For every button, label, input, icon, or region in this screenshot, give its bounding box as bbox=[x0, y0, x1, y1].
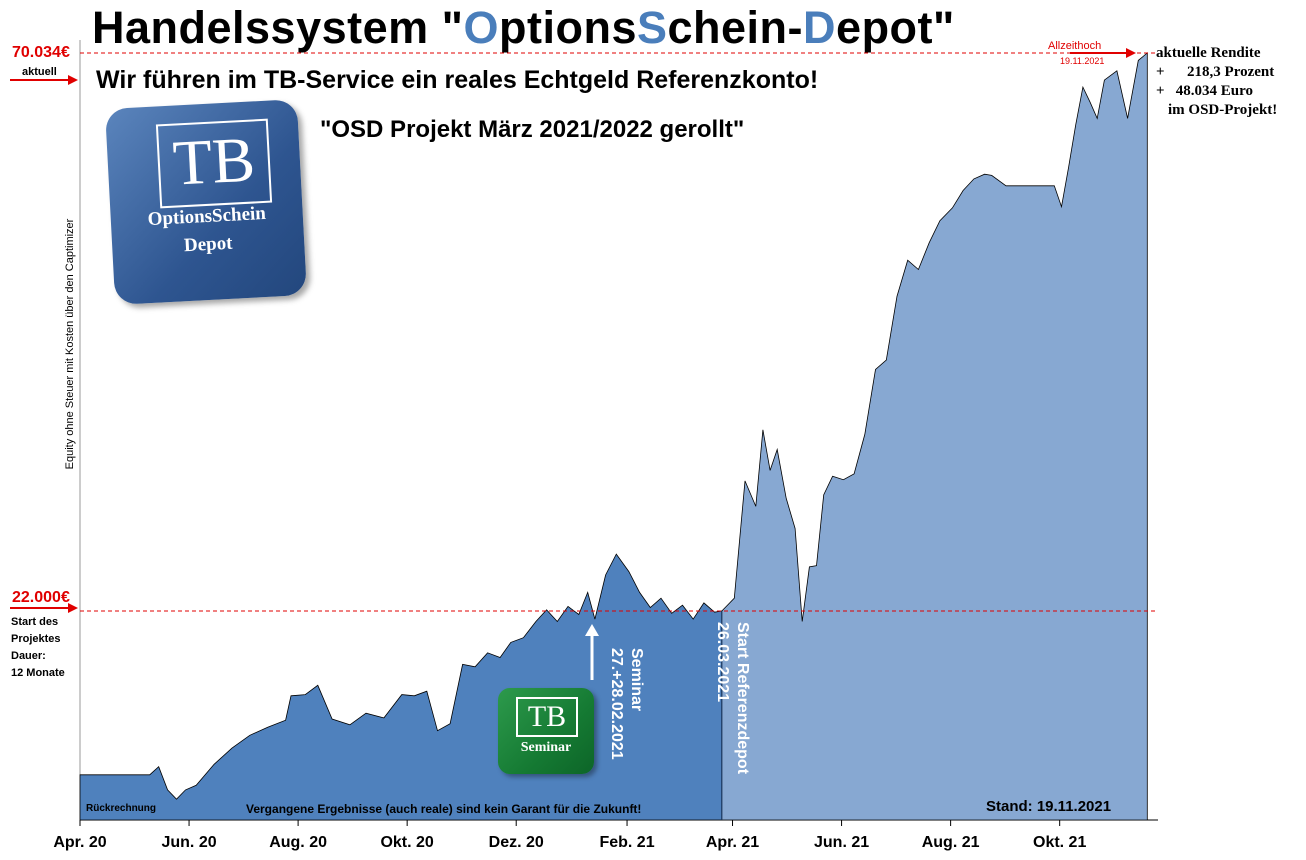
allzeithoch-label: Allzeithoch bbox=[1048, 40, 1102, 52]
referenzdepot-area bbox=[721, 52, 1148, 821]
allzeithoch-date: 19.11.2021 bbox=[1060, 56, 1105, 66]
current-arrow-icon bbox=[10, 75, 78, 85]
x-tick-label: Okt. 21 bbox=[1032, 834, 1087, 851]
y-axis-label: Equity ohne Steuer mit Kosten über den C… bbox=[64, 218, 76, 470]
rendite-box: aktuelle Rendite + 218,3 Prozent + 48.03… bbox=[1156, 45, 1278, 118]
seminar-annotation: Seminar 27.+28.02.2021 bbox=[608, 648, 645, 760]
start-arrow-icon bbox=[10, 603, 78, 613]
x-tick-label: Jun. 20 bbox=[161, 834, 217, 851]
subtitle: Wir führen im TB-Service ein reales Echt… bbox=[96, 66, 819, 94]
seminar-arrow-icon bbox=[585, 624, 599, 680]
project-label: "OSD Projekt März 2021/2022 gerollt" bbox=[320, 116, 745, 143]
x-tick-label: Aug. 21 bbox=[921, 834, 980, 851]
x-tick-label: Aug. 20 bbox=[269, 834, 327, 851]
disclaimer: Vergangene Ergebnisse (auch reale) sind … bbox=[246, 802, 642, 816]
current-value-label: aktuell bbox=[22, 66, 57, 78]
x-tick-label: Apr. 20 bbox=[53, 834, 107, 851]
x-tick-label: Dez. 20 bbox=[488, 834, 544, 851]
referenzdepot-annotation: Start Referenzdepot 26.03.2021 bbox=[714, 622, 751, 775]
x-tick-label: Apr. 21 bbox=[705, 834, 760, 851]
optionsschein-depot-logo: TB OptionsSchein Depot bbox=[105, 99, 307, 305]
current-value: 70.034€ bbox=[12, 44, 70, 61]
x-tick-label: Okt. 20 bbox=[380, 834, 434, 851]
start-value: 22.000€ bbox=[12, 589, 70, 606]
rueckrechnung-label: Rückrechnung bbox=[86, 803, 157, 814]
stand-date: Stand: 19.11.2021 bbox=[986, 798, 1112, 815]
seminar-logo: TB Seminar bbox=[498, 688, 594, 774]
x-tick-label: Feb. 21 bbox=[599, 834, 655, 851]
x-tick-label: Jun. 21 bbox=[813, 834, 870, 851]
ath-arrow-icon bbox=[1070, 48, 1136, 58]
page-title: Handelssystem "OptionsSchein-Depot" bbox=[92, 2, 955, 53]
start-description: Start des Projektes Dauer: 12 Monate bbox=[11, 616, 65, 679]
